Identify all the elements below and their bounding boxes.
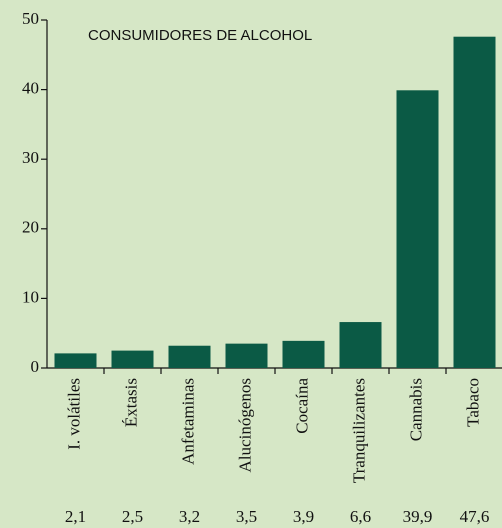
value-label: 47,6 [460,507,490,526]
x-tick-label: Anfetaminas [178,378,197,465]
x-tick-label: Cocaína [292,378,311,434]
y-tick-label: 40 [22,79,39,98]
y-tick-label: 10 [22,287,39,306]
chart-title: CONSUMIDORES DE ALCOHOL [88,27,312,44]
value-label: 2,5 [122,507,143,526]
x-tick-label: I. volátiles [64,378,83,450]
y-tick-label: 30 [22,148,39,167]
bar [168,345,211,368]
bar [282,340,325,368]
bar [453,36,496,368]
y-tick-label: 20 [22,218,39,237]
x-tick-label: Cannabis [406,378,425,441]
bar [339,322,382,368]
x-tick-label: Éxtasis [121,378,140,427]
x-tick-label: Alucinógenos [235,378,254,472]
value-label: 3,2 [179,507,200,526]
value-label: 3,5 [236,507,257,526]
bar [396,90,439,369]
bar [111,350,154,368]
value-label: 3,9 [293,507,314,526]
bar [54,353,97,368]
y-tick-label: 0 [31,357,40,376]
value-label: 6,6 [350,507,371,526]
bar [225,343,268,368]
value-label: 2,1 [65,507,86,526]
x-tick-label: Tabaco [463,378,482,427]
x-tick-label: Tranquilizantes [349,378,368,483]
y-tick-label: 50 [22,9,39,28]
value-label: 39,9 [403,507,433,526]
